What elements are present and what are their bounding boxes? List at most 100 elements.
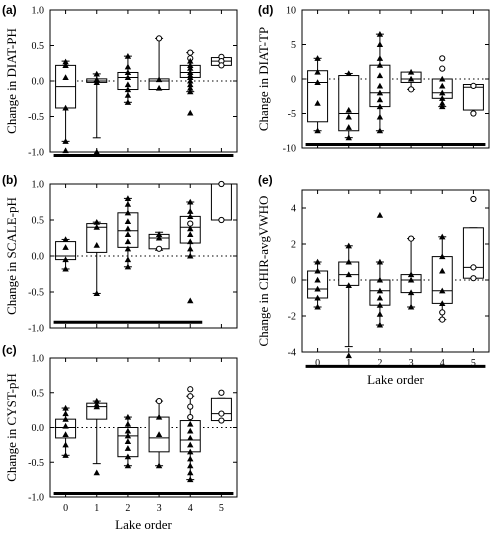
data-point-triangle bbox=[124, 445, 132, 451]
data-point-triangle bbox=[314, 127, 321, 134]
data-point-circle bbox=[187, 413, 194, 421]
data-point-triangle bbox=[314, 285, 321, 292]
data-point-triangle bbox=[155, 413, 163, 420]
data-point-circle bbox=[187, 393, 194, 400]
data-point-triangle bbox=[376, 30, 384, 37]
y-tick-label: 0.0 bbox=[32, 423, 45, 434]
data-point-triangle bbox=[187, 462, 194, 469]
y-tick-label: -0.5 bbox=[28, 288, 44, 299]
data-point-triangle bbox=[124, 200, 132, 207]
data-point-triangle bbox=[93, 242, 100, 248]
box bbox=[210, 397, 232, 422]
data-point-triangle bbox=[376, 321, 384, 328]
y-tick-label: 1.0 bbox=[32, 354, 45, 365]
data-point-triangle bbox=[62, 138, 69, 144]
data-point-triangle bbox=[93, 403, 100, 410]
data-point-triangle bbox=[93, 469, 100, 476]
data-point-triangle bbox=[124, 413, 132, 420]
data-point-triangle bbox=[376, 82, 384, 89]
data-point-triangle bbox=[93, 290, 100, 296]
data-point-triangle bbox=[376, 127, 384, 134]
data-point-triangle bbox=[439, 253, 446, 260]
data-point-triangle bbox=[62, 441, 69, 448]
data-point-triangle bbox=[187, 448, 194, 455]
box bbox=[462, 227, 484, 279]
data-point-triangle bbox=[314, 276, 321, 283]
panel-label: (d) bbox=[258, 3, 273, 17]
data-point-triangle bbox=[187, 84, 194, 91]
x-axis-title: Lake order bbox=[115, 517, 172, 532]
y-tick-label: -0.5 bbox=[28, 458, 44, 469]
y-tick-label: -0.5 bbox=[28, 112, 44, 123]
box bbox=[307, 270, 329, 299]
data-point-triangle bbox=[187, 245, 194, 252]
data-point-triangle bbox=[439, 300, 446, 306]
data-point-triangle bbox=[407, 271, 415, 278]
data-point-circle bbox=[439, 55, 446, 62]
data-point-circle bbox=[218, 62, 225, 69]
data-point-triangle bbox=[187, 109, 194, 116]
data-point-triangle bbox=[407, 276, 415, 283]
data-point-triangle bbox=[62, 244, 69, 250]
data-point-circle bbox=[187, 49, 194, 56]
data-point-triangle bbox=[62, 74, 69, 81]
y-tick-label: 5 bbox=[291, 40, 296, 51]
data-point-triangle bbox=[187, 297, 194, 304]
data-point-triangle bbox=[187, 65, 194, 71]
data-point-triangle bbox=[124, 92, 132, 98]
data-point-triangle bbox=[439, 287, 446, 294]
data-point-circle bbox=[155, 397, 163, 405]
data-point-triangle bbox=[187, 434, 194, 441]
data-point-circle bbox=[407, 86, 415, 93]
y-tick-label: 0 bbox=[291, 276, 296, 287]
data-point-triangle bbox=[62, 236, 69, 242]
x-tick-label: 5 bbox=[219, 503, 224, 514]
data-point-triangle bbox=[124, 63, 132, 70]
plot-frame bbox=[301, 189, 490, 353]
box bbox=[210, 183, 232, 221]
data-point-triangle bbox=[187, 420, 194, 427]
y-tick-label: -1.0 bbox=[28, 324, 44, 335]
data-point-triangle bbox=[345, 113, 352, 120]
y-tick-label: -1.0 bbox=[28, 148, 44, 159]
box bbox=[431, 256, 453, 304]
data-point-circle bbox=[439, 316, 446, 323]
data-point-triangle bbox=[62, 58, 69, 65]
data-point-triangle bbox=[62, 62, 69, 68]
data-point-triangle bbox=[345, 242, 352, 249]
data-point-triangle bbox=[407, 68, 415, 75]
data-point-triangle bbox=[345, 106, 352, 113]
data-point-triangle bbox=[187, 455, 194, 462]
data-point-triangle bbox=[345, 258, 352, 265]
data-point-triangle bbox=[124, 99, 132, 105]
data-point-triangle bbox=[314, 68, 321, 75]
x-tick-label: 0 bbox=[315, 358, 320, 369]
data-point-triangle bbox=[187, 198, 194, 205]
y-tick-label: 1.0 bbox=[32, 180, 45, 191]
y-tick-label: -2 bbox=[288, 312, 296, 323]
data-point-circle bbox=[187, 403, 194, 410]
y-tick-label: -1.0 bbox=[28, 493, 44, 504]
data-point-triangle bbox=[407, 75, 415, 82]
data-point-circle bbox=[439, 309, 446, 316]
x-tick-label: 1 bbox=[94, 503, 99, 514]
data-point-triangle bbox=[439, 233, 446, 240]
y-tick-label: -10 bbox=[283, 144, 296, 155]
data-point-triangle bbox=[376, 287, 384, 294]
x-tick-label: 2 bbox=[377, 358, 382, 369]
data-point-triangle bbox=[439, 95, 446, 101]
data-point-triangle bbox=[187, 238, 194, 245]
data-point-triangle bbox=[124, 420, 132, 427]
data-point-triangle bbox=[376, 96, 384, 103]
y-tick-label: 0 bbox=[291, 75, 296, 86]
data-point-triangle bbox=[376, 258, 384, 265]
data-point-triangle bbox=[376, 62, 384, 68]
data-point-circle bbox=[439, 65, 446, 72]
data-point-triangle bbox=[314, 267, 321, 274]
data-point-triangle bbox=[314, 99, 321, 106]
data-point-triangle bbox=[93, 79, 100, 85]
data-point-circle bbox=[470, 195, 477, 203]
y-tick-label: 10 bbox=[286, 6, 296, 17]
box bbox=[307, 70, 329, 123]
